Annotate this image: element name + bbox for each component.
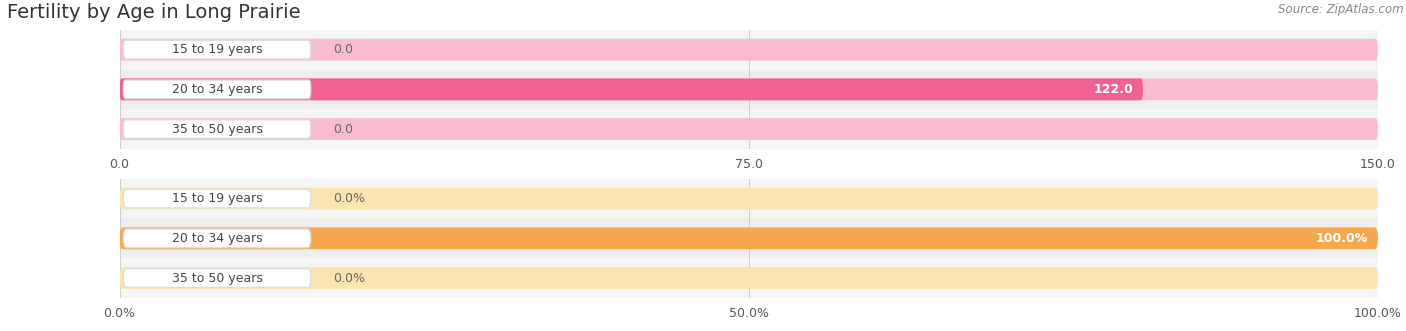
FancyBboxPatch shape [124,229,311,248]
Text: 0.0: 0.0 [333,43,353,56]
Text: 15 to 19 years: 15 to 19 years [172,192,263,205]
Text: 20 to 34 years: 20 to 34 years [172,232,263,245]
FancyBboxPatch shape [120,227,1378,249]
Bar [120,30,1378,70]
Text: Fertility by Age in Long Prairie: Fertility by Age in Long Prairie [7,3,301,22]
FancyBboxPatch shape [120,188,1378,210]
Bar [120,218,1378,258]
FancyBboxPatch shape [120,267,1378,289]
Text: 0.0%: 0.0% [333,192,366,205]
Text: 0.0: 0.0 [333,122,353,136]
FancyBboxPatch shape [120,78,1378,100]
Text: 35 to 50 years: 35 to 50 years [172,271,263,285]
Text: 122.0: 122.0 [1094,83,1133,96]
FancyBboxPatch shape [120,227,1378,249]
Text: 0.0%: 0.0% [333,271,366,285]
Text: 20 to 34 years: 20 to 34 years [172,83,263,96]
FancyBboxPatch shape [124,120,311,138]
FancyBboxPatch shape [124,189,311,208]
Bar [120,258,1378,298]
Bar [120,109,1378,149]
Bar [120,179,1378,218]
FancyBboxPatch shape [124,269,311,287]
FancyBboxPatch shape [124,80,311,99]
Text: 35 to 50 years: 35 to 50 years [172,122,263,136]
Text: Source: ZipAtlas.com: Source: ZipAtlas.com [1278,3,1403,16]
Text: 15 to 19 years: 15 to 19 years [172,43,263,56]
FancyBboxPatch shape [120,39,1378,61]
Text: 100.0%: 100.0% [1316,232,1368,245]
Bar [120,70,1378,109]
FancyBboxPatch shape [120,118,1378,140]
FancyBboxPatch shape [124,40,311,59]
FancyBboxPatch shape [120,78,1143,100]
